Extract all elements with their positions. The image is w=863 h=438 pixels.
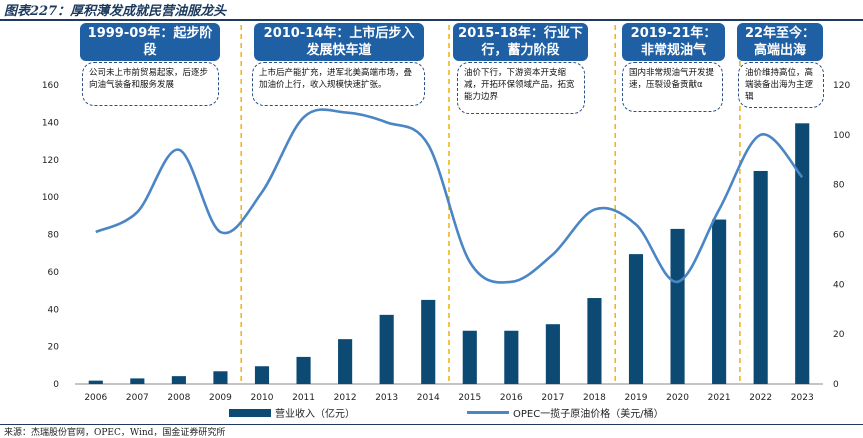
x-tick-label: 2019 [625,393,648,403]
x-tick-label: 2006 [84,393,107,403]
revenue-bar [296,356,311,384]
legend-line-label: OPEC一揽子原油价格（美元/桶） [513,409,664,420]
legend-bar: 营业收入（亿元） [229,405,355,420]
stage-label-4: 2019-21年：非常规油气 [622,23,725,61]
x-tick-label: 2021 [708,393,731,403]
stage-note-1: 公司未上市前贸易起家，后逐步向油气装备和服务发展 [82,62,219,106]
x-tick-label: 2016 [500,393,523,403]
stage-note-5: 油价维持高位，高端装备出海为主逻辑 [738,62,824,108]
x-tick-label: 2010 [251,393,274,403]
stage-note-3: 油价下行，下游资本开支缩减，开拓环保领域产品，拓宽能力边界 [457,62,585,114]
y-left-tick-label: 100 [42,193,59,203]
x-tick-label: 2017 [541,393,564,403]
x-tick-label: 2009 [209,393,232,403]
revenue-bar [462,330,477,384]
stage-label-5: 22年至今：高端出海 [737,23,823,61]
y-right-tick-label: 20 [833,330,845,340]
x-tick-label: 2018 [583,393,606,403]
legend-bar-swatch [229,408,271,417]
y-right-tick-label: 120 [833,81,850,91]
y-right-tick-label: 0 [833,380,839,390]
y-right-tick-label: 40 [833,280,845,290]
stage-note-4: 国内非常规油气开发提速，压裂设备贡献α [622,62,723,112]
x-tick-label: 2015 [458,393,481,403]
legend-line-swatch [467,411,509,414]
stage-label-1: 1999-09年：起步阶段 [80,23,220,61]
stage-note-2: 上市后产能扩充，进军北美高端市场，叠加油价上行，收入规模快速扩张。 [252,62,425,106]
legend-bar-label: 营业收入（亿元） [275,409,355,420]
revenue-bar [753,170,768,384]
x-tick-label: 2013 [375,393,398,403]
revenue-bar [545,324,560,384]
x-tick-label: 2022 [749,393,772,403]
title-rule [0,19,863,21]
revenue-bar [421,299,436,384]
x-tick-label: 2023 [791,393,814,403]
revenue-bar [213,371,228,384]
source-note: 来源：杰瑞股份官网，OPEC，Wind，国金证券研究所 [4,428,226,438]
y-left-tick-label: 120 [42,156,59,166]
y-right-tick-label: 60 [833,231,845,241]
revenue-bar [130,378,145,384]
y-left-tick-label: 80 [48,231,60,241]
revenue-bar [670,228,685,384]
revenue-bar [504,330,519,384]
x-tick-label: 2014 [417,393,440,403]
revenue-bar [628,254,644,384]
x-tick-label: 2008 [167,393,190,403]
bottom-rule [0,424,863,425]
y-right-tick-label: 80 [833,181,845,191]
revenue-bar [795,123,810,384]
x-tick-label: 2012 [334,393,357,403]
y-left-tick-label: 20 [48,343,60,353]
figure-title: 图表227：厚积薄发成就民营油服龙头 [4,4,227,19]
revenue-bar [712,219,727,384]
revenue-bar [379,314,394,384]
y-left-tick-label: 0 [53,380,59,390]
revenue-bar [338,339,353,384]
x-tick-label: 2007 [126,393,149,403]
revenue-bar [587,298,602,384]
x-tick-label: 2020 [666,393,689,403]
x-tick-label: 2011 [292,393,315,403]
legend-line: OPEC一揽子原油价格（美元/桶） [467,405,664,420]
oil-price-line [95,108,804,284]
stage-label-2: 2010-14年：上市后步入发展快车道 [254,23,424,61]
stage-label-3: 2015-18年：行业下行，蓄力阶段 [453,23,588,61]
revenue-bar [171,376,186,384]
y-right-tick-label: 100 [833,131,850,141]
revenue-bar [88,380,103,384]
y-left-tick-label: 40 [48,305,60,315]
y-left-tick-label: 160 [42,81,59,91]
y-left-tick-label: 140 [42,118,59,128]
revenue-bar [254,366,270,384]
y-left-tick-label: 60 [48,268,60,278]
